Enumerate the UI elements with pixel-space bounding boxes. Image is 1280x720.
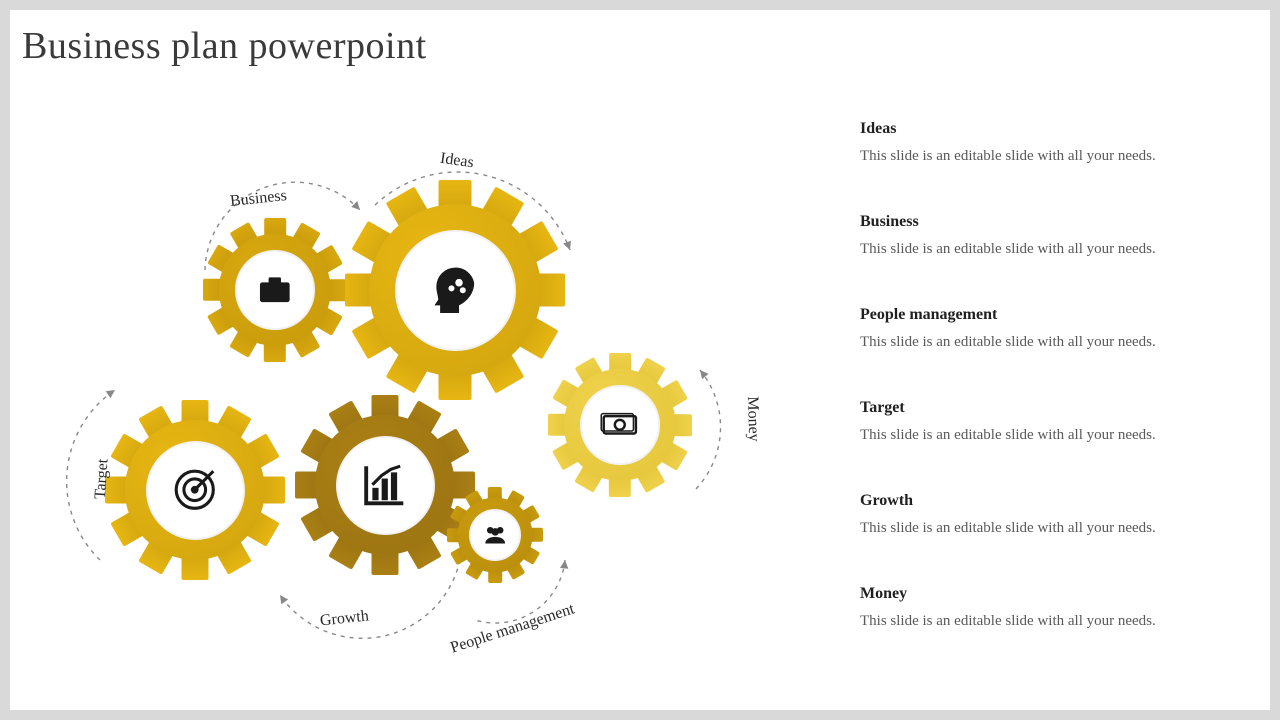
entry-money: Money This slide is an editable slide wi…: [860, 585, 1240, 630]
page-title: Business plan powerpoint: [22, 24, 427, 68]
entry-target: Target This slide is an editable slide w…: [860, 399, 1240, 444]
gear-money: [548, 353, 692, 497]
gear-diagram: BusinessIdeasMoneyPeople managementGrowt…: [60, 90, 820, 690]
chart-icon: [360, 460, 410, 510]
entry-growth: Growth This slide is an editable slide w…: [860, 492, 1240, 537]
money-icon: [600, 405, 640, 445]
entry-ideas: Ideas This slide is an editable slide wi…: [860, 120, 1240, 165]
text-sidebar: Ideas This slide is an editable slide wi…: [860, 120, 1240, 678]
people-icon: [482, 522, 508, 548]
gear-business: [203, 218, 347, 362]
gear-people: [447, 487, 543, 583]
gear-ideas: [345, 180, 565, 400]
target-icon: [170, 465, 220, 515]
briefcase-icon: [255, 270, 295, 310]
head-icon: [425, 260, 486, 321]
entry-people: People management This slide is an edita…: [860, 306, 1240, 351]
slide: Business plan powerpoint Ideas This slid…: [10, 10, 1270, 710]
arc-label: Target: [92, 458, 113, 500]
arc-label: Money: [743, 396, 763, 442]
gear-target: [105, 400, 285, 580]
entry-business: Business This slide is an editable slide…: [860, 213, 1240, 258]
